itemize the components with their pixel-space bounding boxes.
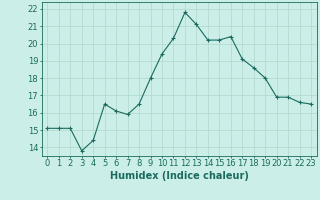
X-axis label: Humidex (Indice chaleur): Humidex (Indice chaleur) [110,171,249,181]
